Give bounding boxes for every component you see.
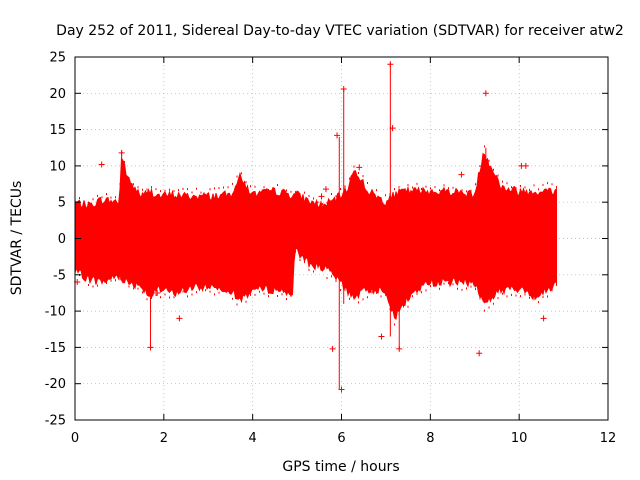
outlier-point bbox=[458, 171, 465, 178]
outlier-point bbox=[318, 193, 325, 200]
outlier-point bbox=[147, 344, 154, 351]
outlier-point bbox=[396, 345, 403, 352]
outlier-point bbox=[329, 345, 336, 352]
outlier-point bbox=[476, 350, 483, 357]
data-series bbox=[74, 61, 557, 393]
y-tick-label: -5 bbox=[53, 268, 66, 283]
x-tick-label: 0 bbox=[71, 431, 79, 446]
y-tick-label: 15 bbox=[49, 123, 66, 138]
chart-title: Day 252 of 2011, Sidereal Day-to-day VTE… bbox=[56, 23, 624, 39]
x-tick-label: 10 bbox=[511, 431, 528, 446]
x-tick-label: 4 bbox=[249, 431, 257, 446]
data-envelope bbox=[74, 152, 557, 321]
x-tick-label: 12 bbox=[600, 431, 617, 446]
y-tick-label: -25 bbox=[45, 414, 66, 429]
y-tick-label: 25 bbox=[49, 51, 66, 66]
outlier-point bbox=[98, 161, 105, 168]
y-tick-label: 5 bbox=[58, 196, 66, 211]
outlier-point bbox=[356, 164, 363, 171]
x-axis-label: GPS time / hours bbox=[282, 459, 399, 475]
outlier-point bbox=[540, 315, 547, 322]
y-tick-label: -15 bbox=[45, 341, 66, 356]
y-tick-label: 0 bbox=[58, 232, 66, 247]
x-tick-label: 8 bbox=[426, 431, 434, 446]
y-tick-label: 20 bbox=[49, 87, 66, 102]
outlier-point bbox=[378, 333, 385, 340]
outlier-point bbox=[340, 85, 347, 92]
axes: 0 2 4 6 8 10 12 -25 -20 -15 -10 -5 0 5 10 15 20 25 bbox=[45, 51, 617, 447]
outlier-point bbox=[482, 90, 489, 97]
x-tick-label: 2 bbox=[160, 431, 168, 446]
outlier-point bbox=[389, 125, 396, 132]
outlier-point bbox=[522, 162, 529, 169]
outlier-point bbox=[322, 186, 329, 193]
y-tick-label: -20 bbox=[45, 377, 66, 392]
outlier-point bbox=[154, 289, 161, 296]
outlier-point bbox=[387, 61, 394, 68]
outlier-point bbox=[176, 315, 183, 322]
outlier-point bbox=[338, 386, 345, 393]
y-tick-label: 10 bbox=[49, 159, 66, 174]
y-axis-label: SDTVAR / TECUs bbox=[9, 181, 25, 296]
outlier-point bbox=[334, 132, 341, 139]
outlier-point bbox=[118, 149, 125, 156]
y-tick-label: -10 bbox=[45, 305, 66, 320]
x-tick-label: 6 bbox=[337, 431, 345, 446]
